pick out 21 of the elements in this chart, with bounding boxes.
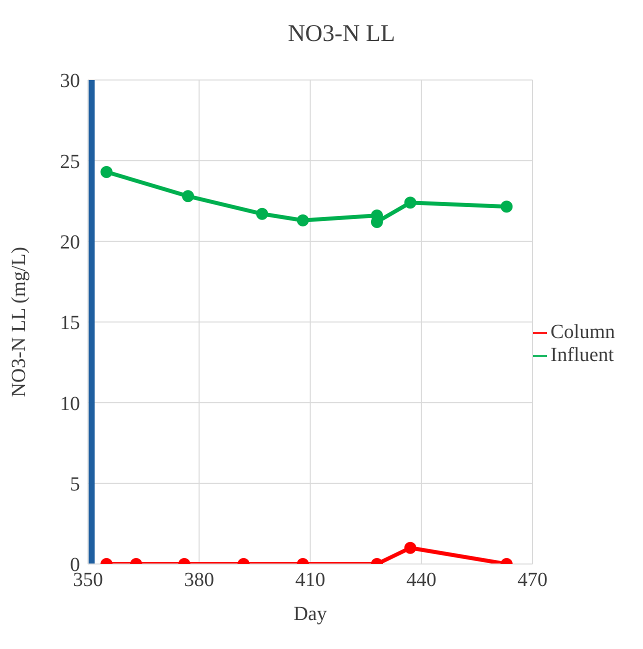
- y-tick-label: 5: [70, 473, 80, 496]
- y-axis-title: NO3-N LL (mg/L): [8, 246, 30, 398]
- y-tick-label: 30: [60, 70, 80, 92]
- y-tick-label: 20: [60, 231, 80, 254]
- legend-label: Column: [550, 321, 615, 343]
- point: [296, 214, 309, 226]
- point: [100, 166, 113, 178]
- x-tick-label: 380: [184, 569, 214, 592]
- point: [404, 196, 416, 209]
- y-tick-label: 10: [60, 392, 80, 415]
- y-tick-label: 15: [60, 312, 80, 334]
- x-axis-title: Day: [294, 603, 327, 625]
- point: [500, 200, 513, 213]
- legend-label: Influent: [550, 344, 614, 366]
- chart-title: NO3-N LL: [286, 20, 396, 49]
- point: [256, 208, 268, 220]
- point: [182, 190, 194, 202]
- x-tick-label: 410: [295, 569, 326, 592]
- y-tick-label: 25: [60, 150, 80, 173]
- x-tick-label: 440: [406, 569, 436, 592]
- x-tick-label: 470: [518, 569, 548, 592]
